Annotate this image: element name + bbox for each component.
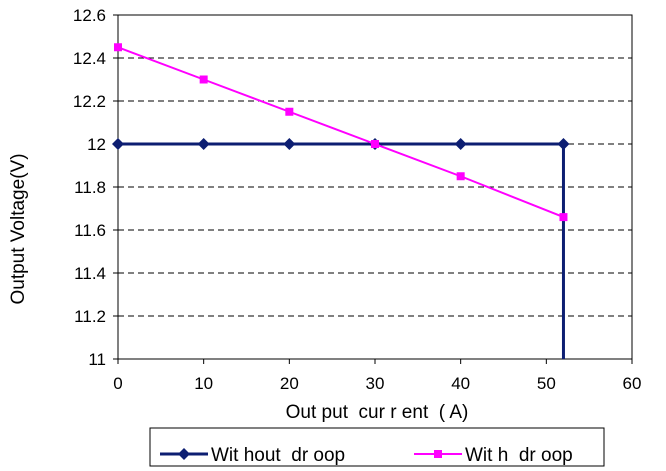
series-line-without-droop — [118, 142, 565, 359]
x-tick-label: 50 — [537, 374, 556, 393]
data-point-with-droop — [371, 140, 379, 148]
x-tick-label: 60 — [623, 374, 642, 393]
x-tick-label: 40 — [451, 374, 470, 393]
x-tick-label: 0 — [113, 374, 122, 393]
y-tick-label: 11.4 — [74, 264, 106, 283]
data-point-without-droop — [197, 138, 210, 150]
y-tick-label: 12 — [87, 135, 106, 154]
y-tick-label: 11.8 — [74, 178, 106, 197]
legend-marker-without-droop — [178, 448, 190, 460]
y-tick-label: 12.4 — [73, 49, 106, 68]
data-point-without-droop — [283, 138, 296, 150]
data-point-without-droop — [557, 138, 570, 150]
x-tick-label: 30 — [366, 374, 385, 393]
data-point-with-droop — [199, 75, 208, 84]
y-tick-label: 11.6 — [74, 221, 106, 240]
y-axis: 11 11.2 11.4 11.6 11.8 12 12.2 12.4 12.6 — [73, 6, 118, 369]
legend: Wit hout dr oop Wit h dr oop — [149, 427, 605, 467]
y-tick-label: 12.2 — [73, 92, 106, 111]
y-tick-label: 12.6 — [73, 6, 106, 25]
legend-box — [149, 427, 605, 467]
y-tick-label: 11 — [88, 350, 106, 369]
legend-marker-with-droop — [434, 450, 442, 458]
series-line-with-droop — [117, 46, 564, 219]
x-axis-label: Out put cur r ent ( A) — [286, 402, 469, 423]
data-point-with-droop — [559, 213, 568, 222]
legend-label-with-droop: Wit h dr oop — [465, 445, 573, 466]
series-layer — [112, 43, 570, 359]
data-point-with-droop — [285, 107, 294, 116]
y-axis-label: Output Voltage(V) — [8, 153, 29, 304]
y-tick-label: 11.2 — [74, 307, 106, 326]
data-point-with-droop — [456, 172, 465, 181]
x-tick-label: 20 — [280, 374, 299, 393]
gridlines — [118, 57, 632, 317]
data-point-without-droop — [112, 138, 124, 150]
plot-area — [117, 14, 633, 360]
x-tick-label: 10 — [194, 374, 213, 393]
legend-label-without-droop: Wit hout dr oop — [211, 445, 345, 466]
data-point-without-droop — [454, 138, 467, 150]
x-axis: 0 10 20 30 40 50 60 — [113, 359, 641, 393]
data-point-with-droop — [114, 43, 122, 52]
